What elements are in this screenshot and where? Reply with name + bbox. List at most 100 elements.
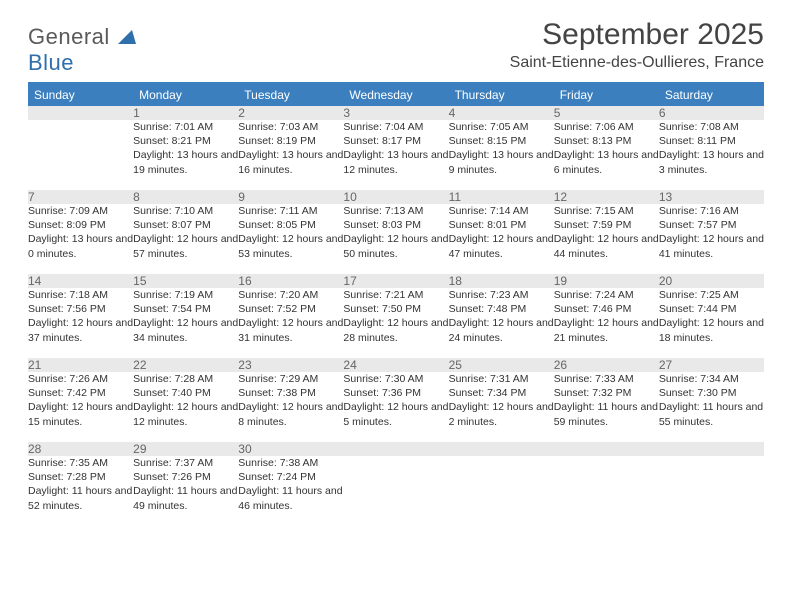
sunrise-text: Sunrise: 7:23 AM — [449, 288, 554, 302]
daylight-text: Daylight: 11 hours and 59 minutes. — [554, 400, 659, 428]
sunset-text: Sunset: 7:32 PM — [554, 386, 659, 400]
day-number: 15 — [133, 274, 238, 288]
day-number: 19 — [554, 274, 659, 288]
weekday-header: Saturday — [659, 84, 764, 106]
daylight-text: Daylight: 12 hours and 18 minutes. — [659, 316, 764, 344]
sunrise-text: Sunrise: 7:35 AM — [28, 456, 133, 470]
weekday-header: Tuesday — [238, 84, 343, 106]
day-number — [554, 442, 659, 456]
day-cell: Sunrise: 7:15 AMSunset: 7:59 PMDaylight:… — [554, 204, 659, 274]
sunrise-text: Sunrise: 7:09 AM — [28, 204, 133, 218]
day-number: 29 — [133, 442, 238, 456]
day-number: 6 — [659, 106, 764, 120]
sunset-text: Sunset: 7:24 PM — [238, 470, 343, 484]
daylight-text: Daylight: 11 hours and 46 minutes. — [238, 484, 343, 512]
day-cell: Sunrise: 7:14 AMSunset: 8:01 PMDaylight:… — [449, 204, 554, 274]
day-cell — [554, 456, 659, 526]
daylight-text: Daylight: 12 hours and 44 minutes. — [554, 232, 659, 260]
daylight-text: Daylight: 11 hours and 52 minutes. — [28, 484, 133, 512]
daylight-text: Daylight: 12 hours and 21 minutes. — [554, 316, 659, 344]
brand-part1: General — [28, 24, 110, 49]
day-info-row: Sunrise: 7:35 AMSunset: 7:28 PMDaylight:… — [28, 456, 764, 526]
daylight-text: Daylight: 12 hours and 57 minutes. — [133, 232, 238, 260]
sunset-text: Sunset: 8:01 PM — [449, 218, 554, 232]
daylight-text: Daylight: 12 hours and 31 minutes. — [238, 316, 343, 344]
sunrise-text: Sunrise: 7:14 AM — [449, 204, 554, 218]
day-number: 21 — [28, 358, 133, 372]
day-number — [449, 442, 554, 456]
weekday-header-row: Sunday Monday Tuesday Wednesday Thursday… — [28, 84, 764, 106]
sunset-text: Sunset: 7:26 PM — [133, 470, 238, 484]
sunset-text: Sunset: 8:03 PM — [343, 218, 448, 232]
day-cell: Sunrise: 7:38 AMSunset: 7:24 PMDaylight:… — [238, 456, 343, 526]
sunrise-text: Sunrise: 7:25 AM — [659, 288, 764, 302]
day-cell — [28, 120, 133, 190]
sunset-text: Sunset: 7:34 PM — [449, 386, 554, 400]
sunset-text: Sunset: 7:28 PM — [28, 470, 133, 484]
day-number-row: 123456 — [28, 106, 764, 120]
sunset-text: Sunset: 7:46 PM — [554, 302, 659, 316]
sunrise-text: Sunrise: 7:10 AM — [133, 204, 238, 218]
sunset-text: Sunset: 8:11 PM — [659, 134, 764, 148]
day-number: 8 — [133, 190, 238, 204]
day-number: 1 — [133, 106, 238, 120]
weekday-header: Friday — [554, 84, 659, 106]
brand-logo: General Blue — [28, 18, 136, 76]
day-number: 18 — [449, 274, 554, 288]
day-cell: Sunrise: 7:13 AMSunset: 8:03 PMDaylight:… — [343, 204, 448, 274]
sunset-text: Sunset: 8:07 PM — [133, 218, 238, 232]
day-number-row: 78910111213 — [28, 190, 764, 204]
sunset-text: Sunset: 7:54 PM — [133, 302, 238, 316]
sunrise-text: Sunrise: 7:34 AM — [659, 372, 764, 386]
day-number-row: 14151617181920 — [28, 274, 764, 288]
day-cell: Sunrise: 7:09 AMSunset: 8:09 PMDaylight:… — [28, 204, 133, 274]
weekday-header: Thursday — [449, 84, 554, 106]
day-number: 24 — [343, 358, 448, 372]
sunrise-text: Sunrise: 7:08 AM — [659, 120, 764, 134]
daylight-text: Daylight: 12 hours and 28 minutes. — [343, 316, 448, 344]
day-cell: Sunrise: 7:31 AMSunset: 7:34 PMDaylight:… — [449, 372, 554, 442]
day-cell — [659, 456, 764, 526]
day-number: 4 — [449, 106, 554, 120]
sunrise-text: Sunrise: 7:38 AM — [238, 456, 343, 470]
daylight-text: Daylight: 12 hours and 2 minutes. — [449, 400, 554, 428]
header: General Blue September 2025 Saint-Etienn… — [28, 18, 764, 76]
daylight-text: Daylight: 12 hours and 8 minutes. — [238, 400, 343, 428]
day-cell: Sunrise: 7:06 AMSunset: 8:13 PMDaylight:… — [554, 120, 659, 190]
sunrise-text: Sunrise: 7:24 AM — [554, 288, 659, 302]
sunrise-text: Sunrise: 7:33 AM — [554, 372, 659, 386]
sunrise-text: Sunrise: 7:19 AM — [133, 288, 238, 302]
day-number: 13 — [659, 190, 764, 204]
sunrise-text: Sunrise: 7:16 AM — [659, 204, 764, 218]
daylight-text: Daylight: 13 hours and 6 minutes. — [554, 148, 659, 176]
day-cell: Sunrise: 7:30 AMSunset: 7:36 PMDaylight:… — [343, 372, 448, 442]
calendar-table: Sunday Monday Tuesday Wednesday Thursday… — [28, 84, 764, 526]
day-cell — [343, 456, 448, 526]
sunset-text: Sunset: 7:36 PM — [343, 386, 448, 400]
day-number: 2 — [238, 106, 343, 120]
day-number-row: 21222324252627 — [28, 358, 764, 372]
daylight-text: Daylight: 13 hours and 19 minutes. — [133, 148, 238, 176]
day-number: 9 — [238, 190, 343, 204]
sunrise-text: Sunrise: 7:31 AM — [449, 372, 554, 386]
day-cell: Sunrise: 7:10 AMSunset: 8:07 PMDaylight:… — [133, 204, 238, 274]
day-cell: Sunrise: 7:08 AMSunset: 8:11 PMDaylight:… — [659, 120, 764, 190]
day-info-row: Sunrise: 7:26 AMSunset: 7:42 PMDaylight:… — [28, 372, 764, 442]
sunrise-text: Sunrise: 7:15 AM — [554, 204, 659, 218]
day-cell: Sunrise: 7:19 AMSunset: 7:54 PMDaylight:… — [133, 288, 238, 358]
sunrise-text: Sunrise: 7:11 AM — [238, 204, 343, 218]
daylight-text: Daylight: 13 hours and 12 minutes. — [343, 148, 448, 176]
sunrise-text: Sunrise: 7:01 AM — [133, 120, 238, 134]
daylight-text: Daylight: 12 hours and 5 minutes. — [343, 400, 448, 428]
day-number: 28 — [28, 442, 133, 456]
weekday-header: Wednesday — [343, 84, 448, 106]
weekday-header: Sunday — [28, 84, 133, 106]
sunrise-text: Sunrise: 7:29 AM — [238, 372, 343, 386]
weekday-header: Monday — [133, 84, 238, 106]
sunset-text: Sunset: 7:57 PM — [659, 218, 764, 232]
daylight-text: Daylight: 12 hours and 34 minutes. — [133, 316, 238, 344]
day-number: 30 — [238, 442, 343, 456]
sunrise-text: Sunrise: 7:04 AM — [343, 120, 448, 134]
brand-part2: Blue — [28, 50, 74, 75]
day-number: 5 — [554, 106, 659, 120]
